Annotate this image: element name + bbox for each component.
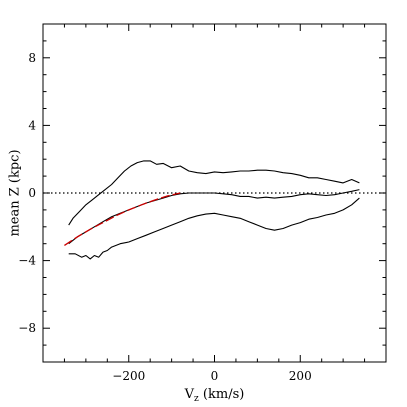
y-tick-label: −4	[18, 254, 36, 268]
mean-line	[68, 189, 360, 245]
x-axis-title-rest: (km/s)	[199, 387, 245, 402]
x-axis-title-sub: z	[194, 394, 199, 404]
y-tick-label: 4	[28, 118, 36, 132]
x-axis-title-main: V	[184, 387, 195, 402]
series-group	[64, 160, 360, 260]
x-tick-label: −200	[112, 369, 145, 383]
x-axis-title: Vz (km/s)	[184, 387, 245, 404]
upper-envelope-line	[68, 160, 360, 226]
plot-frame	[42, 23, 387, 363]
fit-line	[64, 192, 181, 246]
x-tick-label: 0	[211, 369, 219, 383]
y-tick-label: −8	[18, 321, 36, 335]
y-axis-title: mean Z (kpc)	[8, 149, 23, 236]
tick-labels: −200 0 200 −8 −4 0 4 8	[18, 51, 311, 383]
y-tick-label: 8	[28, 51, 36, 65]
y-tick-label: 0	[28, 186, 36, 200]
minor-ticks	[42, 23, 387, 363]
lower-envelope-line	[68, 197, 360, 260]
x-tick-label: 200	[289, 369, 312, 383]
